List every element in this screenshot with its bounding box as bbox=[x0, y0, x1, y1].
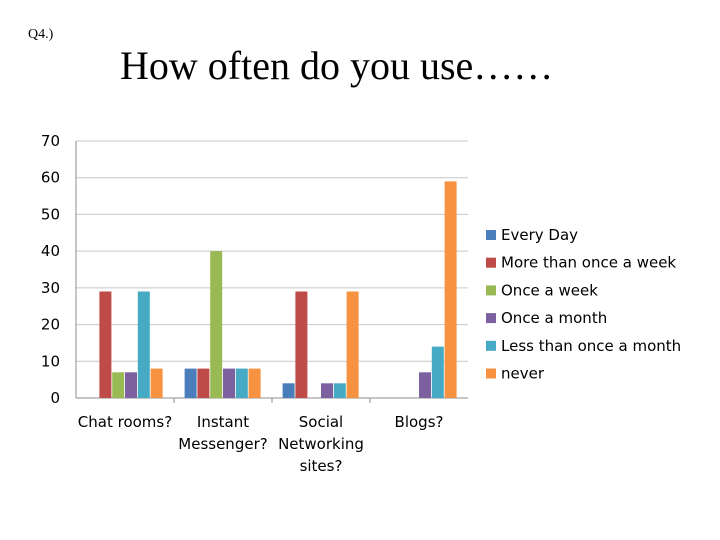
x-category-label: Instant bbox=[197, 413, 249, 431]
x-category-label: Networking bbox=[278, 435, 364, 453]
bar bbox=[223, 368, 235, 398]
y-tick-label: 60 bbox=[41, 169, 60, 187]
bar bbox=[444, 181, 457, 398]
x-category-label: sites? bbox=[300, 457, 343, 475]
legend-swatch bbox=[486, 285, 496, 296]
x-category-label: Social bbox=[299, 413, 343, 431]
x-category-label: Blogs? bbox=[395, 413, 444, 431]
bar bbox=[197, 368, 210, 398]
bar bbox=[137, 291, 150, 398]
y-tick-label: 50 bbox=[41, 205, 60, 223]
question-number: Q4.) bbox=[28, 27, 54, 42]
x-category-label: Messenger? bbox=[178, 435, 267, 453]
bar bbox=[333, 383, 346, 398]
bar bbox=[346, 291, 359, 398]
legend-swatch bbox=[486, 257, 496, 268]
legend-label: Once a month bbox=[501, 309, 607, 327]
legend-swatch bbox=[486, 313, 496, 324]
bar bbox=[282, 383, 295, 398]
y-tick-label: 10 bbox=[41, 352, 60, 370]
bar bbox=[295, 291, 308, 398]
legend-swatch bbox=[486, 230, 496, 240]
slide-title: How often do you use…… bbox=[120, 43, 554, 88]
bar bbox=[419, 372, 431, 398]
legend-label: More than once a week bbox=[501, 254, 676, 272]
legend-label: never bbox=[501, 365, 545, 383]
bar bbox=[321, 383, 333, 398]
bar bbox=[248, 368, 261, 398]
x-category-label: Chat rooms? bbox=[78, 413, 172, 431]
legend-label: Once a week bbox=[501, 281, 598, 299]
bar bbox=[184, 368, 197, 398]
bar bbox=[210, 251, 223, 398]
bar bbox=[150, 368, 163, 398]
legend-swatch bbox=[486, 368, 496, 379]
bar bbox=[99, 291, 112, 398]
bar bbox=[431, 346, 444, 398]
bar bbox=[112, 372, 125, 398]
y-tick-label: 20 bbox=[41, 316, 60, 334]
legend-label: Every Day bbox=[501, 226, 578, 244]
legend-label: Less than once a month bbox=[501, 337, 681, 355]
bar bbox=[235, 368, 248, 398]
bar bbox=[125, 372, 137, 398]
legend-swatch bbox=[486, 340, 496, 351]
y-tick-label: 0 bbox=[50, 389, 60, 407]
y-tick-label: 40 bbox=[41, 242, 60, 260]
y-tick-label: 70 bbox=[41, 132, 60, 150]
y-tick-label: 30 bbox=[41, 279, 60, 297]
